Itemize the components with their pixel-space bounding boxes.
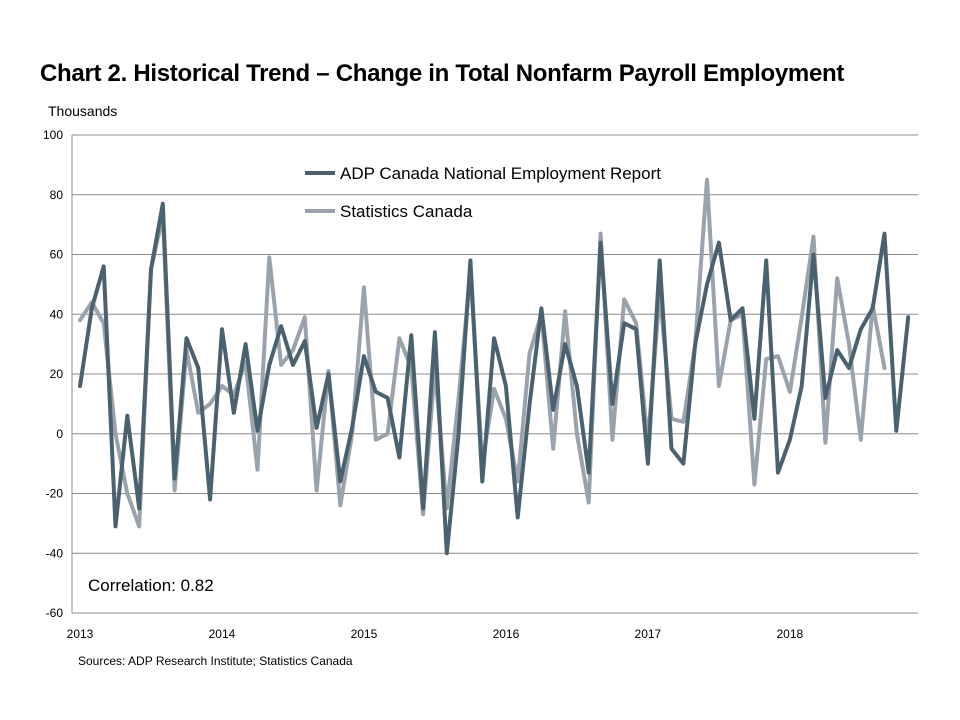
legend-label-statcan: Statistics Canada — [340, 202, 473, 221]
y-tick-label: 20 — [50, 367, 64, 381]
y-tick-label: -60 — [46, 606, 64, 620]
x-tick-label: 2014 — [209, 627, 236, 641]
x-tick-label: 2015 — [351, 627, 378, 641]
x-tick-label: 2017 — [635, 627, 662, 641]
source-note: Sources: ADP Research Institute; Statist… — [78, 654, 353, 668]
y-tick-label: 100 — [43, 128, 63, 142]
y-tick-label: 80 — [50, 188, 64, 202]
series-line-adp — [78, 201, 911, 556]
correlation-annotation: Correlation: 0.82 — [88, 576, 214, 595]
y-tick-label: -40 — [46, 546, 64, 560]
x-tick-label: 2016 — [493, 627, 520, 641]
y-tick-label: 0 — [56, 427, 63, 441]
x-tick-label: 2018 — [777, 627, 804, 641]
x-tick-label: 2013 — [67, 627, 94, 641]
y-axis-unit-label: Thousands — [48, 103, 118, 119]
y-tick-label: 60 — [50, 248, 64, 262]
y-tick-label: 40 — [50, 307, 64, 321]
y-tick-label: -20 — [46, 487, 64, 501]
chart-title: Chart 2. Historical Trend – Change in To… — [40, 60, 845, 87]
legend-label-adp: ADP Canada National Employment Report — [340, 164, 661, 183]
